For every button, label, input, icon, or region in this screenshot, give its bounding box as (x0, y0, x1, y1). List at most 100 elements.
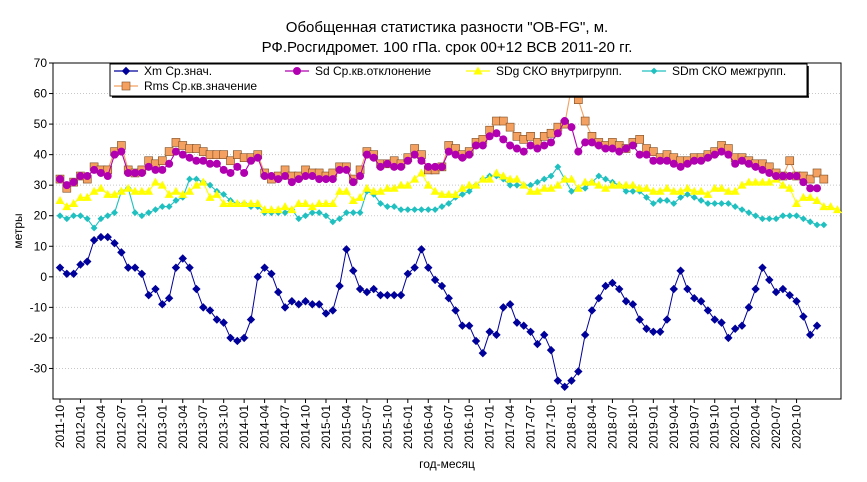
data-point (792, 297, 801, 306)
data-point (499, 303, 508, 312)
data-point (812, 321, 822, 330)
x-tick-label: 2013-10 (217, 405, 231, 449)
data-point (336, 215, 344, 223)
data-point (192, 284, 201, 294)
data-point (383, 290, 392, 300)
data-point (274, 175, 283, 184)
data-point (629, 187, 637, 195)
data-point (683, 284, 692, 294)
x-tick-label: 2018-07 (605, 405, 619, 449)
data-point (349, 266, 358, 275)
x-tick-label: 2016-07 (442, 405, 456, 449)
data-point (676, 266, 685, 275)
data-point (329, 218, 337, 226)
data-point (498, 116, 508, 126)
data-point (628, 141, 637, 150)
x-tick-label: 2012-04 (94, 405, 108, 449)
x-tick-label: 2017-01 (483, 405, 497, 449)
data-point (253, 153, 262, 162)
data-point (172, 197, 180, 204)
series-line (59, 85, 825, 190)
data-point (826, 202, 836, 211)
data-point (696, 186, 706, 195)
data-point (772, 215, 780, 223)
data-point (444, 147, 453, 156)
data-point (574, 147, 583, 156)
x-tick-label: 2015-10 (380, 405, 394, 449)
data-point (676, 162, 685, 171)
data-point (655, 327, 665, 336)
data-point (240, 168, 249, 177)
data-point (377, 200, 384, 207)
data-point (212, 315, 222, 324)
data-point (376, 186, 386, 195)
data-point (526, 141, 535, 150)
data-point (321, 175, 330, 184)
data-point (205, 192, 215, 201)
data-point (478, 348, 488, 358)
data-point (315, 209, 323, 217)
x-tick-label: 2012-01 (73, 405, 87, 449)
data-point (369, 153, 378, 162)
data-point (349, 178, 358, 187)
data-point (294, 300, 303, 309)
data-point (478, 141, 487, 150)
x-tick-label: 2018-04 (585, 405, 599, 449)
data-point (199, 156, 208, 165)
data-point (785, 183, 795, 192)
x-tick-label: 2015-07 (360, 405, 374, 449)
data-point (764, 177, 774, 186)
chart-title-line-1: Обобщенная статистика разности "OB-FG", … (286, 19, 608, 36)
data-point (362, 183, 372, 192)
data-point (295, 215, 303, 223)
data-point (437, 281, 447, 291)
data-point (121, 66, 131, 76)
data-point (805, 174, 815, 184)
data-point (642, 150, 651, 159)
data-point (526, 132, 535, 141)
data-point (649, 147, 658, 156)
y-tick-label: 50 (34, 117, 48, 131)
data-point (649, 200, 657, 207)
data-point (362, 150, 371, 159)
data-point (506, 181, 514, 189)
data-point (130, 186, 140, 195)
data-point (765, 275, 774, 285)
data-point (280, 303, 290, 312)
data-point (314, 300, 324, 309)
data-point (683, 159, 692, 168)
data-point (505, 174, 515, 183)
data-point (294, 199, 304, 208)
series-layer (55, 83, 842, 391)
data-point (69, 199, 79, 208)
data-point (70, 212, 78, 220)
data-point (532, 186, 542, 195)
data-point (676, 186, 686, 195)
data-point (690, 156, 699, 165)
x-tick-label: 2011-10 (53, 405, 67, 448)
data-point (131, 209, 139, 217)
data-point (594, 141, 603, 150)
data-point (765, 168, 774, 177)
data-point (205, 306, 215, 315)
data-point (526, 327, 535, 336)
data-point (717, 183, 727, 192)
data-point (730, 324, 740, 333)
data-point (690, 194, 698, 201)
data-point (724, 333, 733, 343)
legend-item: SDg СКО внутригрупп. (466, 64, 622, 78)
data-point (424, 263, 433, 272)
data-point (704, 200, 712, 207)
data-point (581, 138, 590, 147)
data-point (602, 175, 609, 183)
data-point (813, 184, 822, 193)
data-point (560, 117, 569, 126)
data-point (785, 172, 794, 181)
data-point (738, 206, 746, 214)
data-point (717, 147, 726, 156)
data-point (519, 321, 528, 330)
data-point (158, 156, 167, 166)
data-point (684, 190, 691, 198)
data-point (799, 312, 808, 321)
